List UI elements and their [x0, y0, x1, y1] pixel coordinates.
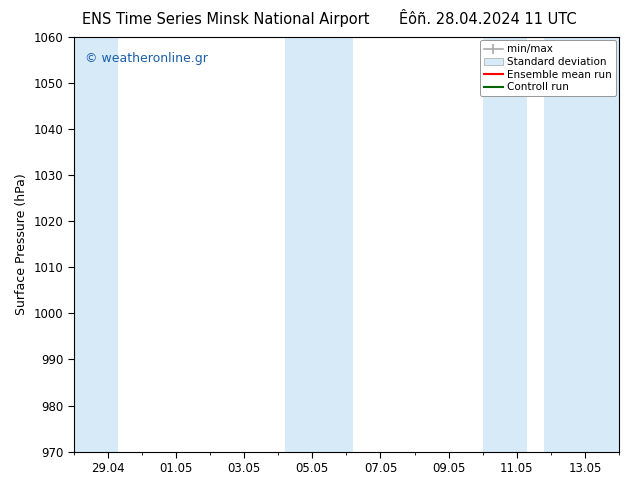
Text: Êôñ. 28.04.2024 11 UTC: Êôñ. 28.04.2024 11 UTC	[399, 12, 577, 27]
Bar	[544, 37, 619, 452]
Text: © weatheronline.gr: © weatheronline.gr	[84, 51, 207, 65]
Bar	[285, 37, 353, 452]
Text: ENS Time Series Minsk National Airport: ENS Time Series Minsk National Airport	[82, 12, 370, 27]
Legend: min/max, Standard deviation, Ensemble mean run, Controll run: min/max, Standard deviation, Ensemble me…	[480, 40, 616, 97]
Y-axis label: Surface Pressure (hPa): Surface Pressure (hPa)	[15, 173, 28, 315]
Bar	[482, 37, 527, 452]
Bar	[74, 37, 118, 452]
